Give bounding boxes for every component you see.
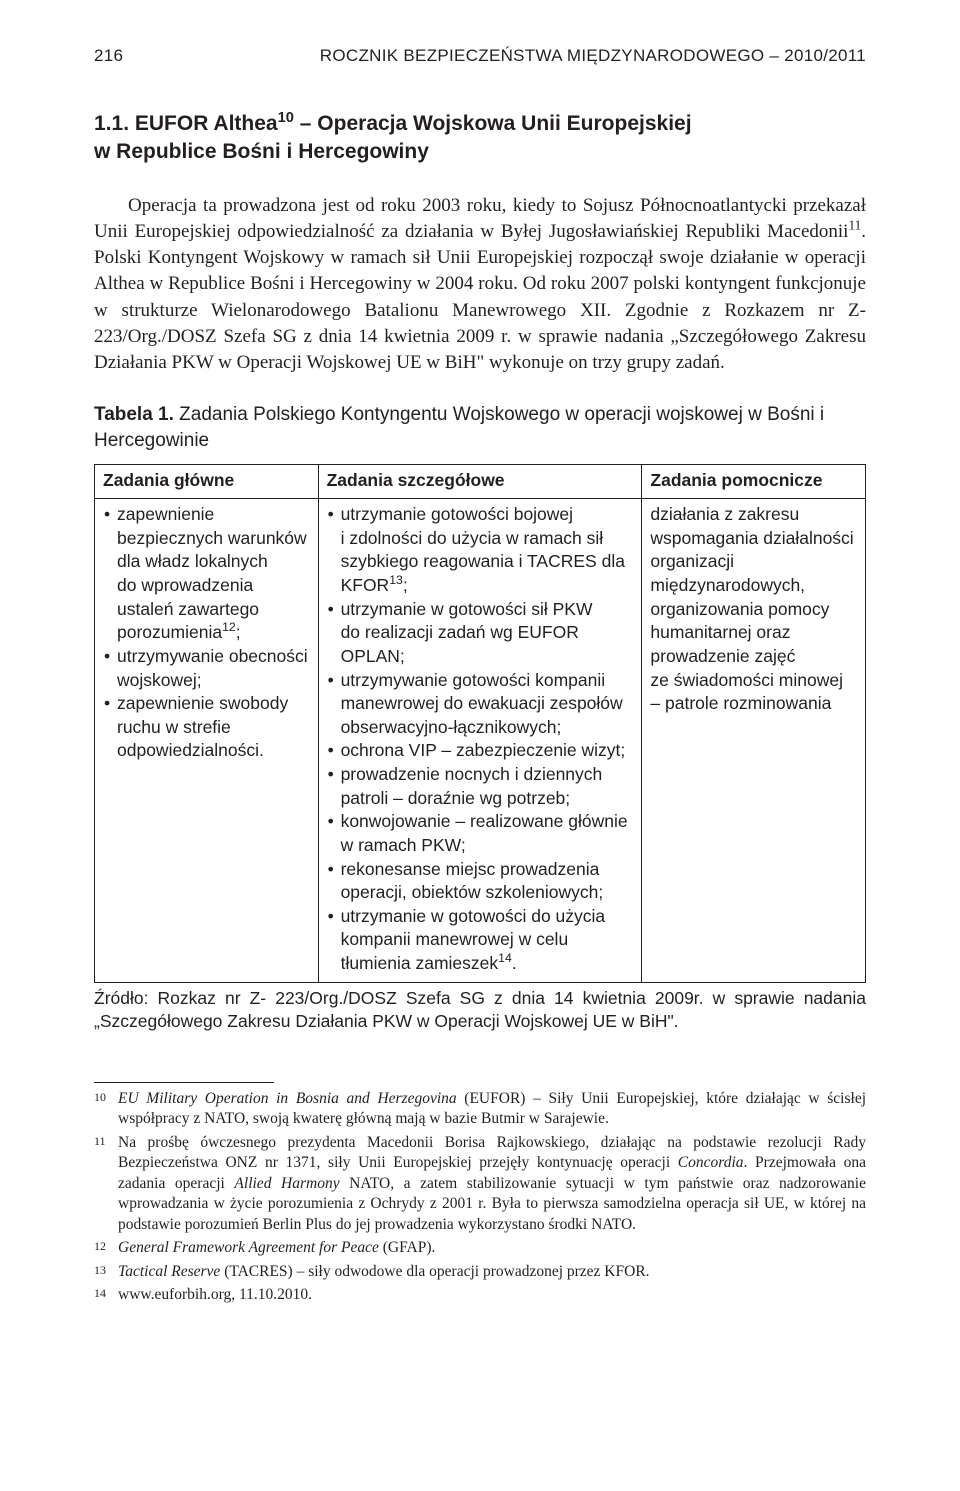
list-item: utrzymanie gotowości bojowej i zdolności… <box>341 503 634 598</box>
table-caption: Tabela 1. Zadania Polskiego Kontyngentu … <box>94 402 866 453</box>
footnote-rule <box>94 1082 274 1083</box>
list-item: ochrona VIP – zabezpieczenie wizyt; <box>341 739 634 763</box>
th-aux: Zadania pomocnicze <box>642 464 866 499</box>
document-page: 216 ROCZNIK BEZPIECZEŃSTWA MIĘDZYNARODOW… <box>0 0 960 1491</box>
footnote: 13Tactical Reserve (TACRES) – siły odwod… <box>94 1262 866 1282</box>
para1-b: . Polski Kontyngent Wojskowy w ramach si… <box>94 221 866 373</box>
footnotes-block: 10EU Military Operation in Bosnia and He… <box>94 1089 866 1306</box>
section-number: 1.1. <box>94 112 129 135</box>
footnote-text: Tactical Reserve (TACRES) – siły odwodow… <box>118 1262 866 1282</box>
list-item: zapewnienie swobody ruchu w strefie odpo… <box>117 692 310 763</box>
paragraph-1: Operacja ta prowadzona jest od roku 2003… <box>94 193 866 377</box>
th-detail: Zadania szczegółowe <box>318 464 642 499</box>
page-number: 216 <box>94 46 123 66</box>
section-title: 1.1. EUFOR Althea10 – Operacja Wojskowa … <box>94 110 866 167</box>
list-item: utrzymywanie gotowości kompanii manewrow… <box>341 669 634 740</box>
cell-main: zapewnienie bezpiecznych warunków dla wł… <box>95 499 319 983</box>
footnote-number: 13 <box>94 1262 118 1282</box>
footnote: 10EU Military Operation in Bosnia and He… <box>94 1089 866 1130</box>
footnote: 14www.euforbih.org, 11.10.2010. <box>94 1285 866 1305</box>
list-item: konwojowanie – realizowane głównie w ram… <box>341 810 634 857</box>
list-item: utrzymanie w gotowości do użycia kompani… <box>341 905 634 976</box>
cell-aux: działania z zakresu wspomagania działaln… <box>642 499 866 983</box>
main-tasks-list: zapewnienie bezpiecznych warunków dla wł… <box>103 503 310 763</box>
footnote: 11Na prośbę ówczesnego prezydenta Macedo… <box>94 1133 866 1235</box>
running-head: 216 ROCZNIK BEZPIECZEŃSTWA MIĘDZYNARODOW… <box>94 46 866 66</box>
table-caption-bold: Tabela 1. <box>94 404 174 425</box>
list-item: zapewnienie bezpiecznych warunków dla wł… <box>117 503 310 645</box>
table-header-row: Zadania główne Zadania szczegółowe Zadan… <box>95 464 866 499</box>
tasks-table: Zadania główne Zadania szczegółowe Zadan… <box>94 464 866 983</box>
table-caption-rest: Zadania Polskiego Kontyngentu Wojskowego… <box>94 404 824 451</box>
footnote-text: EU Military Operation in Bosnia and Herz… <box>118 1089 866 1130</box>
para1-sup: 11 <box>848 218 861 233</box>
aux-tasks-text: działania z zakresu wspomagania działaln… <box>650 504 853 713</box>
para1-a: Operacja ta prowadzona jest od roku 2003… <box>94 195 866 242</box>
section-title-2: w Republice Bośni i Hercegowiny <box>94 140 429 163</box>
footnote-text: General Framework Agreement for Peace (G… <box>118 1238 866 1258</box>
running-title: ROCZNIK BEZPIECZEŃSTWA MIĘDZYNARODOWEGO … <box>320 46 866 66</box>
table-row: zapewnienie bezpiecznych warunków dla wł… <box>95 499 866 983</box>
footnote-number: 12 <box>94 1238 118 1258</box>
list-item: utrzymywanie obecności wojskowej; <box>117 645 310 692</box>
footnote-number: 10 <box>94 1089 118 1130</box>
footnote-text: www.euforbih.org, 11.10.2010. <box>118 1285 866 1305</box>
list-item: prowadzenie nocnych i dziennych patroli … <box>341 763 634 810</box>
section-title-1a: EUFOR Althea <box>135 112 278 135</box>
section-title-sup: 10 <box>278 110 294 126</box>
list-item: rekonesanse miejsc prowadzenia operacji,… <box>341 858 634 905</box>
detail-tasks-list: utrzymanie gotowości bojowej i zdolności… <box>327 503 634 976</box>
section-title-1b: – Operacja Wojskowa Unii Europejskiej <box>294 112 692 135</box>
footnote-text: Na prośbę ówczesnego prezydenta Macedoni… <box>118 1133 866 1235</box>
footnote-number: 14 <box>94 1285 118 1305</box>
th-main: Zadania główne <box>95 464 319 499</box>
table-source: Źródło: Rozkaz nr Z- 223/Org./DOSZ Szefa… <box>94 987 866 1034</box>
footnote: 12General Framework Agreement for Peace … <box>94 1238 866 1258</box>
cell-detail: utrzymanie gotowości bojowej i zdolności… <box>318 499 642 983</box>
list-item: utrzymanie w gotowości sił PKW do realiz… <box>341 598 634 669</box>
footnote-number: 11 <box>94 1133 118 1235</box>
